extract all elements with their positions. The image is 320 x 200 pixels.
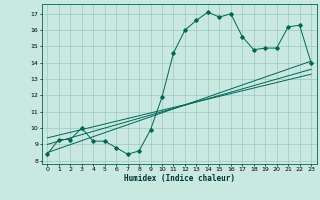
X-axis label: Humidex (Indice chaleur): Humidex (Indice chaleur) (124, 174, 235, 183)
